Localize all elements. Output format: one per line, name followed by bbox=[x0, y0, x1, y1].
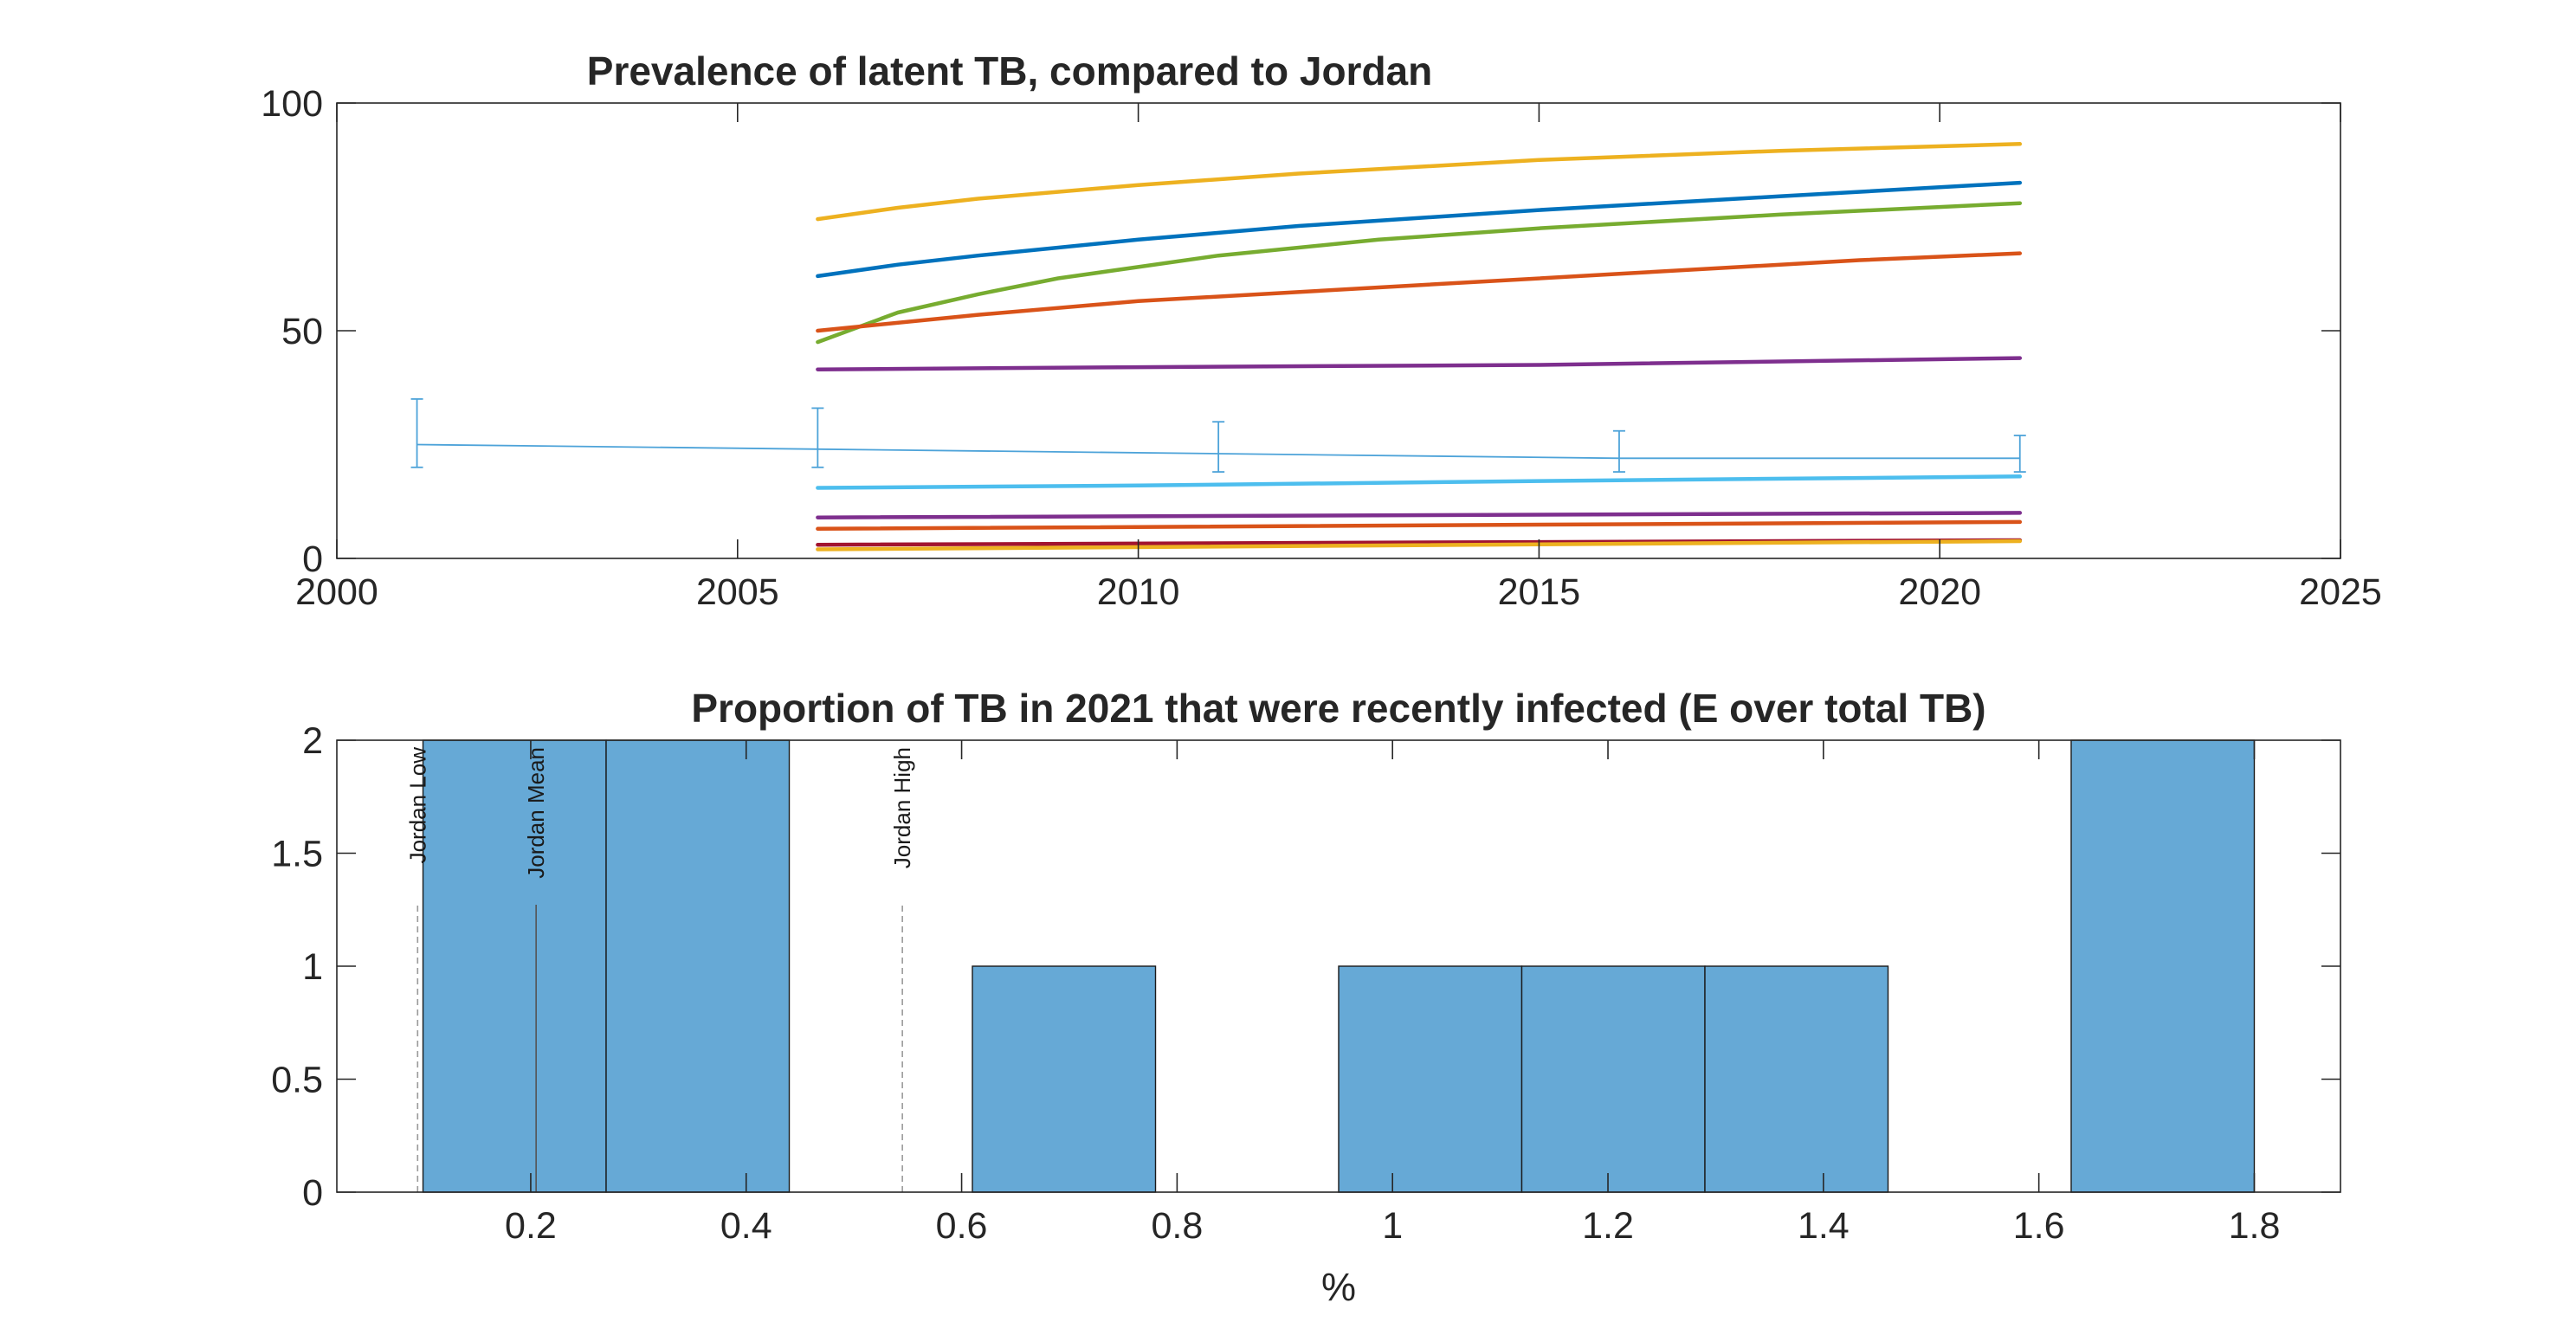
histogram-chart: Proportion of TB in 2021 that were recen… bbox=[271, 686, 2341, 1309]
y-tick-label: 0 bbox=[302, 1172, 323, 1214]
reference-line-label-2: Jordan Mean bbox=[523, 747, 549, 879]
x-tick-label: 0.8 bbox=[1151, 1205, 1203, 1247]
top-chart-title: Prevalence of latent TB, compared to Jor… bbox=[587, 48, 1432, 94]
bottom-chart-plot-area: Jordan Low Jordan Mean Jordan High bbox=[404, 739, 2256, 1193]
series-line-3 bbox=[816, 201, 2023, 345]
x-tick-label: 0.2 bbox=[505, 1205, 557, 1247]
y-tick-label: 0 bbox=[302, 539, 323, 580]
x-tick-label: 1 bbox=[1382, 1205, 1403, 1247]
series-line-1 bbox=[816, 142, 2023, 222]
series-line-8 bbox=[816, 519, 2023, 532]
series-line-10 bbox=[816, 539, 2023, 551]
top-chart-plot-area bbox=[410, 142, 2026, 551]
x-tick-label: 1.4 bbox=[1798, 1205, 1850, 1247]
histogram-bar bbox=[1520, 965, 1706, 1193]
y-tick-label: 50 bbox=[281, 311, 323, 352]
series-line-6 bbox=[816, 474, 2023, 490]
top-chart-ticks: 2000 2005 2010 2015 2020 2025 0 50 100 bbox=[261, 83, 2382, 613]
x-tick-label: 2025 bbox=[2299, 571, 2382, 613]
x-tick-label: 1.6 bbox=[2013, 1205, 2065, 1247]
prevalence-line-chart: Prevalence of latent TB, compared to Jor… bbox=[261, 48, 2382, 613]
reference-line-label-3: Jordan High bbox=[889, 747, 915, 868]
series-line-5 bbox=[816, 356, 2023, 371]
histogram-bar bbox=[422, 739, 607, 1193]
x-tick-label: 2010 bbox=[1097, 571, 1180, 613]
histogram-bar bbox=[1704, 965, 1889, 1193]
x-tick-label: 2000 bbox=[295, 571, 378, 613]
bottom-chart-ticks: 0.2 0.4 0.6 0.8 1 1.2 1.4 1.6 1.8 0 0.5 1 1.5 2 bbox=[271, 720, 2340, 1247]
histogram-bar bbox=[972, 965, 1157, 1193]
x-tick-label: 2015 bbox=[1498, 571, 1581, 613]
x-tick-label: 0.4 bbox=[720, 1205, 772, 1247]
y-tick-label: 2 bbox=[302, 720, 323, 762]
series-line-4 bbox=[816, 251, 2023, 333]
histogram-bar bbox=[1338, 965, 1523, 1193]
series-line-7 bbox=[816, 511, 2023, 519]
x-tick-label: 2020 bbox=[1898, 571, 1981, 613]
histogram-bar bbox=[605, 739, 791, 1193]
series-line-2 bbox=[816, 180, 2023, 279]
y-tick-label: 0.5 bbox=[271, 1060, 323, 1101]
x-tick-label: 0.6 bbox=[936, 1205, 988, 1247]
y-tick-label: 1 bbox=[302, 946, 323, 988]
y-tick-label: 100 bbox=[261, 83, 323, 125]
x-tick-label: 2005 bbox=[696, 571, 779, 613]
x-tick-label: 1.8 bbox=[2229, 1205, 2281, 1247]
y-tick-label: 1.5 bbox=[271, 834, 323, 875]
reference-line-label-1: Jordan Low bbox=[404, 747, 430, 864]
bottom-chart-title: Proportion of TB in 2021 that were recen… bbox=[691, 686, 1985, 731]
histogram-bar bbox=[2070, 739, 2256, 1193]
x-tick-label: 1.2 bbox=[1582, 1205, 1634, 1247]
bottom-chart-x-axis-label: % bbox=[1321, 1265, 1356, 1309]
